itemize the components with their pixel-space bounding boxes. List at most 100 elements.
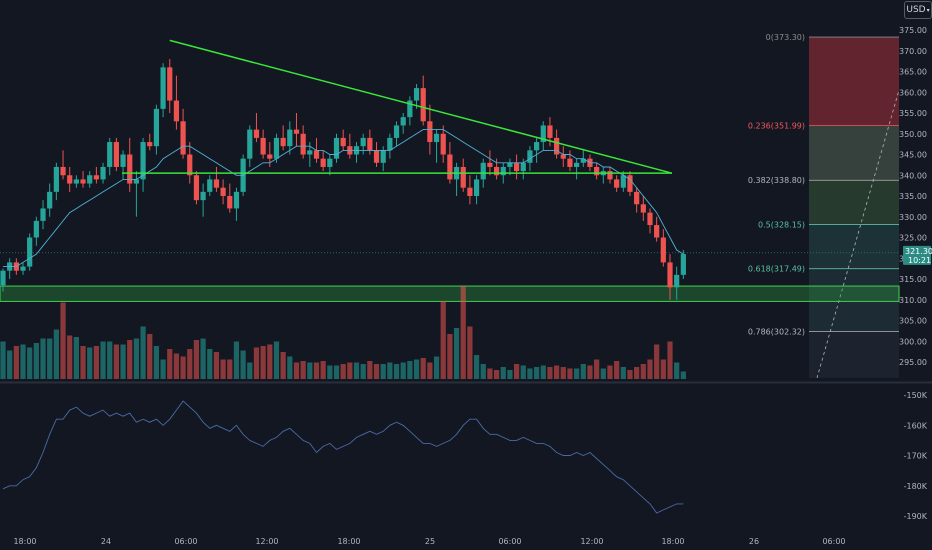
time-tick-label: 18:00 — [337, 537, 360, 546]
candle-body — [667, 262, 673, 288]
candle-body — [554, 137, 560, 155]
time-tick-label: 12:00 — [580, 537, 603, 546]
volume-bar — [373, 364, 380, 379]
volume-bar — [40, 338, 46, 379]
volume-bar — [20, 344, 26, 379]
candle-body — [167, 67, 173, 101]
support-zone[interactable] — [0, 285, 900, 302]
price-tick-label: 375.00 — [899, 26, 927, 35]
volume-bar — [73, 337, 79, 379]
currency-button[interactable]: USD ▾ — [904, 1, 932, 19]
candle-body — [280, 137, 286, 147]
price-axis[interactable]: 295.00300.00305.00310.00315.00320.00325.… — [899, 26, 927, 367]
price-tick-label: 355.00 — [899, 109, 927, 118]
volume-bar — [207, 349, 213, 379]
fib-level-label: 0(373.30) — [766, 33, 805, 42]
candle-body — [534, 142, 540, 151]
candle-body — [367, 137, 373, 151]
price-tick-label: 365.00 — [899, 68, 927, 77]
volume-bar — [640, 364, 646, 379]
candle-body — [293, 129, 300, 134]
volume-bar — [407, 361, 413, 379]
volume-bar — [433, 356, 440, 379]
indicator-axis[interactable]: -150K -160K -170K -180K -190K — [904, 391, 928, 521]
candle-body — [93, 175, 99, 180]
candle-body — [140, 142, 146, 180]
candle-body — [647, 212, 653, 226]
volume-bar — [540, 365, 546, 379]
candle-body — [413, 88, 420, 101]
time-tick-label: 18:00 — [661, 537, 684, 546]
candle-body — [320, 158, 326, 167]
volume-bar — [307, 362, 313, 379]
price-tick-label: 310.00 — [899, 296, 927, 305]
candle-body — [393, 125, 400, 138]
volume-bar — [427, 362, 433, 379]
candle-body — [480, 162, 486, 180]
fib-band — [809, 125, 899, 181]
candle-body — [160, 67, 166, 109]
price-tick-label: 330.00 — [899, 213, 927, 222]
volume-bar — [127, 340, 133, 379]
candle-body — [400, 117, 406, 126]
volume-bar — [340, 364, 346, 379]
candle-body — [614, 179, 620, 188]
volume-bar — [607, 365, 613, 379]
volume-bar — [93, 346, 99, 379]
fib-level-label: 0.382(338.80) — [748, 176, 805, 185]
candle-body — [33, 220, 39, 238]
volume-bar — [80, 346, 86, 379]
volume-bar — [67, 335, 73, 379]
volume-bar — [133, 338, 139, 379]
candle-body — [654, 225, 660, 238]
candle-body — [327, 158, 333, 167]
candle-body — [674, 274, 680, 288]
volume-bar — [480, 364, 486, 379]
candle-body — [0, 270, 6, 286]
candle-body — [260, 137, 266, 155]
indicator-tick-label: -150K — [904, 391, 928, 400]
time-tick-label: 25 — [425, 537, 435, 546]
time-tick-label: 24 — [101, 537, 111, 546]
candle-body — [73, 179, 79, 184]
indicator-tick-label: -170K — [904, 452, 928, 461]
candle-body — [67, 175, 73, 184]
candle-body — [80, 179, 86, 184]
volume-bar — [487, 368, 493, 379]
descending-trendline[interactable] — [169, 39, 673, 174]
volume-bar — [7, 350, 13, 379]
candle-body — [133, 179, 139, 184]
volume-bar — [647, 359, 653, 379]
candle-body — [547, 125, 553, 138]
fib-retracement-zone[interactable]: 0(373.30) 0.236(351.99) 0.382(338.80) 0.5(3… — [748, 33, 900, 379]
price-tick-label: 370.00 — [899, 47, 927, 56]
candle-body — [60, 166, 66, 176]
volume-bar — [460, 286, 466, 379]
volume-bar — [273, 341, 280, 379]
volume-bar — [347, 362, 353, 379]
volume-bar — [620, 367, 626, 379]
volume-bar — [467, 326, 473, 379]
volume-bar — [500, 367, 506, 379]
candle-body — [460, 166, 466, 188]
candle-body — [27, 237, 33, 267]
candle-body — [200, 191, 206, 201]
candle-body — [473, 179, 480, 196]
volume-bar — [107, 341, 113, 379]
volume-bar — [447, 334, 453, 379]
time-axis[interactable]: 18:00 24 06:00 12:00 18:00 25 06:00 12:00 18:00 2… — [13, 537, 845, 546]
indicator-tick-label: -160K — [904, 421, 928, 430]
volume-bar — [594, 359, 600, 379]
fib-level-label: 0.786(302.32) — [748, 328, 805, 337]
volume-bar — [587, 365, 593, 379]
volume-bar — [567, 368, 573, 379]
volume-bar — [200, 338, 206, 379]
candle-body — [513, 162, 520, 172]
volume-bar — [0, 341, 6, 379]
fib-band — [809, 331, 899, 378]
candle-body — [187, 154, 193, 176]
candle-body — [380, 150, 386, 163]
volume-bar — [627, 370, 633, 379]
volume-bar — [360, 364, 366, 379]
